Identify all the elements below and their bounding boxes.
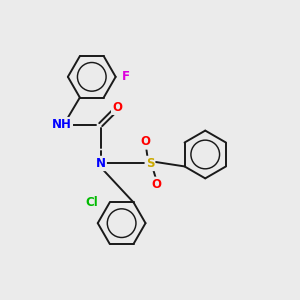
Text: S: S	[146, 157, 154, 170]
Text: N: N	[96, 157, 106, 170]
Text: O: O	[140, 135, 151, 148]
Text: Cl: Cl	[85, 196, 98, 209]
Text: O: O	[152, 178, 162, 191]
Text: O: O	[112, 101, 122, 114]
Text: NH: NH	[52, 118, 72, 131]
Text: F: F	[122, 70, 130, 83]
